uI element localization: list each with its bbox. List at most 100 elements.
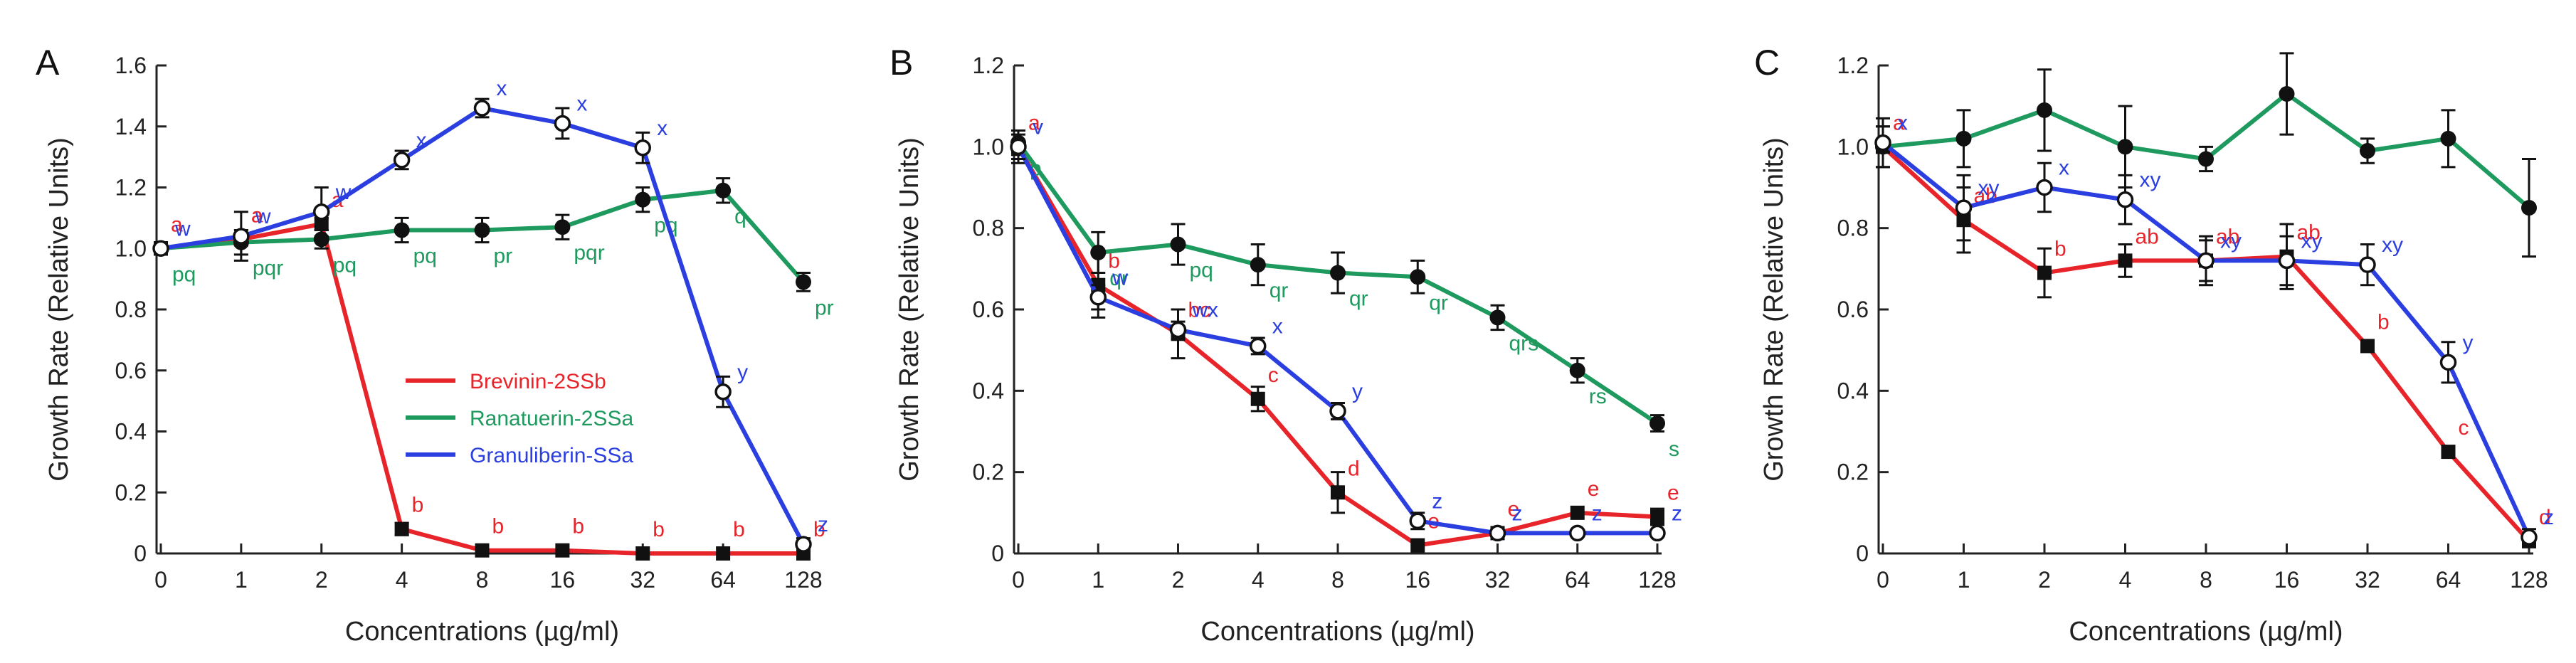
significance-label: qr <box>1269 279 1289 302</box>
data-point <box>634 139 651 157</box>
significance-label: y <box>1352 380 1363 403</box>
data-point <box>1569 362 1585 378</box>
significance-label: z <box>818 513 828 536</box>
data-point <box>2521 200 2537 216</box>
y-tick-label: 0 <box>1856 541 1869 566</box>
y-tick-label: 0.8 <box>973 216 1004 241</box>
significance-label: d <box>2539 506 2551 529</box>
x-tick-label: 1 <box>1092 567 1104 593</box>
y-tick-label: 1.2 <box>1837 53 1869 78</box>
significance-label: ab <box>2216 225 2239 248</box>
y-tick-label: 0.2 <box>973 460 1004 485</box>
significance-label: xy <box>2382 233 2403 257</box>
data-point <box>1569 524 1586 542</box>
data-point <box>152 240 169 257</box>
significance-label: xy <box>2301 229 2323 253</box>
y-tick-label: 1.0 <box>973 134 1004 159</box>
significance-label: x <box>1897 112 1908 135</box>
panel-a: A 0 0.2 0.4 0.6 0.8 1.0 1.2 1.4 1.6 0 1 2 4 8 16 32 64 128… <box>36 43 834 647</box>
y-tick-label: 0.2 <box>1837 460 1869 485</box>
y-tick-label: 0.8 <box>1837 216 1869 241</box>
data-point <box>474 222 490 238</box>
significance-label: w <box>335 181 352 204</box>
significance-label: ab <box>2136 225 2159 248</box>
data-point <box>1955 199 1973 216</box>
x-tick-label: 0 <box>154 567 167 593</box>
significance-label: x <box>657 117 667 140</box>
data-point <box>1649 415 1665 432</box>
panel-letter: A <box>36 43 60 83</box>
y-tick-label: 0.4 <box>1837 378 1869 403</box>
data-point <box>2197 252 2215 270</box>
significance-label: x <box>576 92 587 115</box>
significance-label: a <box>1028 111 1040 134</box>
y-axis-title: Growth Rate (Relative Units) <box>894 137 924 482</box>
panel-letter: C <box>1754 43 1780 83</box>
data-point <box>1010 138 1027 156</box>
y-tick-label: 0.2 <box>115 479 147 505</box>
significance-label: x <box>416 129 427 152</box>
significance-label: c <box>2459 416 2469 440</box>
x-tick-label: 2 <box>2038 567 2051 593</box>
legend-label: Brevinin-2SSb <box>470 370 606 393</box>
data-point <box>2118 253 2133 268</box>
x-axis-title: Concentrations (µg/ml) <box>2069 617 2343 647</box>
x-tick-label: 128 <box>1638 567 1676 593</box>
significance-label: b <box>2377 310 2390 334</box>
significance-label: pq <box>172 262 196 286</box>
significance-label: x <box>1272 314 1283 338</box>
data-point <box>1329 403 1346 420</box>
data-point <box>1089 289 1107 306</box>
data-point <box>1169 321 1187 339</box>
x-tick-label: 64 <box>1565 567 1590 593</box>
data-point <box>795 536 812 553</box>
significance-label: e <box>1588 477 1600 501</box>
y-tick-label: 1.2 <box>973 53 1004 78</box>
y-tick-label: 1.4 <box>115 114 147 139</box>
data-point <box>2441 445 2456 460</box>
x-tick-label: 16 <box>550 567 576 593</box>
significance-label: pq <box>1190 259 1213 282</box>
x-tick-label: 2 <box>1172 567 1185 593</box>
x-tick-label: 2 <box>315 567 328 593</box>
significance-label: z <box>1672 502 1682 525</box>
data-point <box>1250 257 1266 273</box>
data-point <box>475 543 490 558</box>
significance-label: a <box>251 203 263 227</box>
significance-label: b <box>1108 250 1120 273</box>
significance-label: z <box>1432 489 1442 513</box>
series-granuliberin-ssa: v w wx x y z z z z <box>1010 115 1682 542</box>
significance-label: qrs <box>1509 332 1539 355</box>
data-point <box>2360 143 2375 159</box>
data-point <box>1874 134 1891 152</box>
data-point <box>2037 102 2052 118</box>
significance-label: wx <box>1192 299 1219 322</box>
data-point <box>716 546 731 561</box>
x-tick-label: 4 <box>1252 567 1265 593</box>
significance-label: q <box>734 205 746 228</box>
significance-label: pq <box>333 253 357 277</box>
significance-label: b <box>653 518 665 541</box>
significance-label: b <box>733 518 745 541</box>
significance-label: z <box>2543 506 2554 529</box>
x-tick-label: 128 <box>784 567 822 593</box>
significance-label: w <box>255 205 271 228</box>
y-tick-label: 0 <box>991 541 1004 566</box>
data-point <box>714 383 732 401</box>
significance-label: b <box>412 494 424 517</box>
data-point <box>2520 529 2538 546</box>
data-point <box>1250 391 1265 406</box>
significance-label: b <box>492 515 505 539</box>
data-point <box>2037 265 2052 280</box>
significance-label: qr <box>1429 291 1448 314</box>
panel-letter: B <box>890 43 913 83</box>
significance-label: e <box>1667 482 1679 505</box>
significance-label: b <box>2054 238 2066 261</box>
data-point <box>1170 236 1186 253</box>
y-tick-label: 1.0 <box>1837 134 1869 159</box>
data-point <box>1955 130 1972 147</box>
